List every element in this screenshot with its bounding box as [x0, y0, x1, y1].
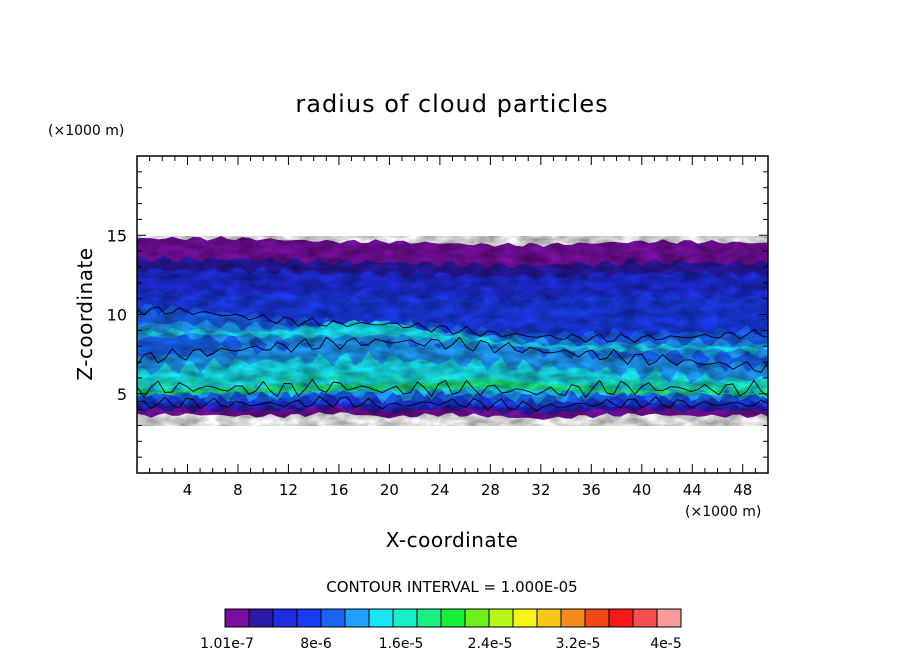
y-unit-label: (×1000 m)	[48, 123, 124, 139]
y-tick-label: 10	[107, 306, 127, 325]
colorbar-cell	[344, 608, 370, 628]
colorbar-label: 8e-6	[300, 636, 332, 652]
x-tick-label: 48	[733, 481, 752, 499]
plot-area	[137, 156, 768, 473]
colorbar-cell	[440, 608, 466, 628]
x-tick-label: 32	[531, 481, 550, 499]
y-axis: 5 10 15	[107, 171, 768, 458]
colorbar-cell	[656, 608, 682, 628]
colorbar-label: 4e-5	[650, 636, 681, 652]
colorbar-cell	[320, 608, 346, 628]
x-tick-label: 4	[183, 481, 193, 499]
colorbar-cell	[392, 608, 418, 628]
colorbar-cell	[488, 608, 514, 628]
colorbar-cell	[632, 608, 658, 628]
colorbar-label: 1.6e-5	[379, 636, 424, 652]
colorbar-cell	[272, 608, 298, 628]
colorbar-cell	[368, 608, 394, 628]
contour-interval-note: CONTOUR INTERVAL = 1.000E-05	[326, 578, 577, 596]
colorbar-label: 3.2e-5	[556, 636, 601, 652]
colorbar-cell	[296, 608, 322, 628]
x-tick-label: 36	[582, 481, 601, 499]
x-tick-label: 8	[233, 481, 243, 499]
texture-overlay	[137, 236, 768, 426]
x-tick-label: 12	[279, 481, 298, 499]
x-unit-label: (×1000 m)	[685, 504, 761, 520]
x-axis: 4 8 12 16 20 24 28 32 36 40 44 48	[149, 156, 756, 499]
x-tick-label: 40	[632, 481, 651, 499]
colorbar-cell	[464, 608, 490, 628]
y-axis-label: Z-coordinate	[73, 247, 97, 380]
colorbar-cell	[224, 608, 250, 628]
y-tick-label: 15	[107, 226, 127, 245]
colorbar-cell	[560, 608, 586, 628]
colorbar-cell	[584, 608, 610, 628]
colorbar-cell	[416, 608, 442, 628]
colorbar-label: 2.4e-5	[468, 636, 513, 652]
x-axis-label: X-coordinate	[386, 528, 519, 552]
colorbar-cell	[248, 608, 274, 628]
chart-title: radius of cloud particles	[295, 90, 608, 118]
colorbar: 1.01e-7 8e-6 1.6e-5 2.4e-5 3.2e-5 4e-5	[200, 608, 682, 652]
colorbar-cell	[536, 608, 562, 628]
y-tick-label: 5	[117, 385, 127, 404]
colorbar-cell	[512, 608, 538, 628]
x-tick-label: 24	[430, 481, 449, 499]
colorbar-label: 1.01e-7	[200, 636, 254, 652]
x-tick-label: 16	[329, 481, 348, 499]
x-tick-label: 28	[481, 481, 500, 499]
x-tick-label: 20	[380, 481, 399, 499]
colorbar-cell	[608, 608, 634, 628]
x-tick-label: 44	[683, 481, 702, 499]
